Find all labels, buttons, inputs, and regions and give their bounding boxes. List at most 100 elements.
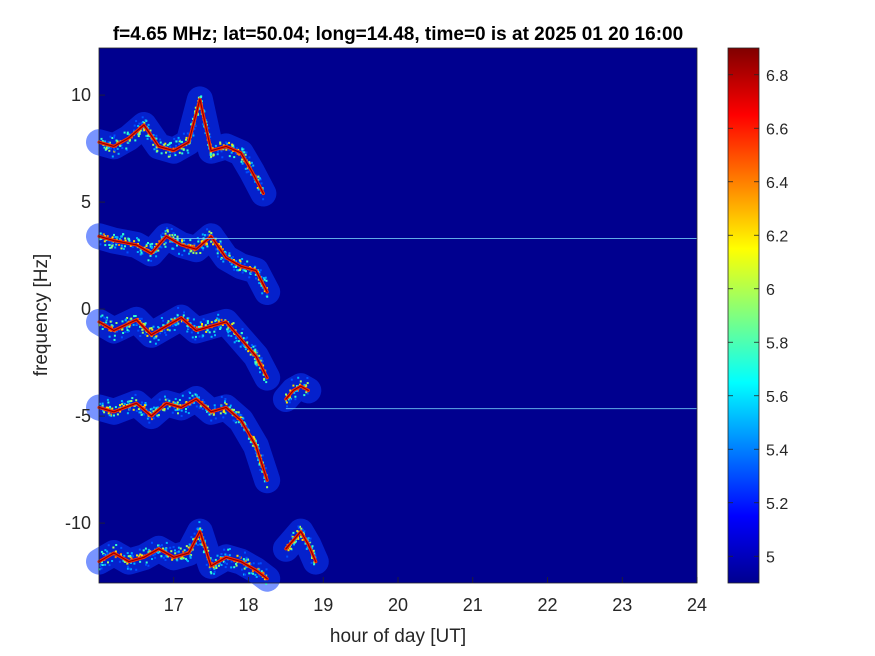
trace-speckle [183,311,185,314]
trace-speckle [162,324,165,327]
colorbar-tick-label: 5 [766,549,775,566]
trace-speckle [214,144,217,147]
trace-speckle [235,564,238,567]
trace-speckle [184,410,187,413]
trace-speckle [299,380,302,383]
trace-speckle [196,396,199,399]
trace-speckle [139,411,142,414]
trace-speckle [289,389,292,392]
trace-speckle [189,556,192,559]
trace-speckle [187,412,190,415]
trace-speckle [249,272,251,275]
trace-speckle [155,335,158,338]
colorbar-tick-label: 6 [766,282,775,299]
colorbar-tick-label: 6.2 [766,228,788,245]
trace-speckle [209,136,212,138]
trace-speckle [245,559,247,562]
trace-speckle [186,149,189,152]
trace-speckle [309,541,312,544]
trace-speckle [263,480,266,483]
trace-speckle [145,561,148,564]
x-tick-label: 21 [463,595,483,615]
trace-speckle [240,332,243,335]
trace-speckle [149,411,152,414]
trace-speckle [129,244,132,247]
trace-speckle [126,404,128,406]
trace-speckle [250,347,252,349]
trace-speckle [197,240,200,243]
trace-speckle [138,317,141,320]
trace-speckle [121,147,124,149]
trace-speckle [216,317,219,320]
trace-speckle [244,423,247,426]
trace-speckle [194,125,197,128]
trace-speckle [286,555,289,558]
trace-speckle [157,249,160,252]
trace-peak [285,385,309,400]
plot-area [86,47,698,592]
trace-speckle [213,572,216,575]
trace-speckle [303,383,306,386]
trace-speckle [137,133,140,136]
trace-speckle [157,415,160,418]
trace-speckle [151,328,154,331]
trace-speckle [185,401,188,403]
trace-speckle [218,318,221,321]
trace-speckle [188,243,191,246]
trace-speckle [201,408,204,410]
trace-speckle [244,337,247,340]
trace-speckle [181,555,184,558]
trace-speckle [240,414,243,416]
trace-speckle [264,276,267,279]
trace-speckle [114,550,117,553]
trace-speckle [110,414,113,417]
trace-speckle [198,238,200,241]
trace-speckle [263,379,266,381]
trace-speckle [158,550,161,553]
trace-speckle [201,334,204,337]
trace-speckle [143,246,146,249]
trace-speckle [165,151,167,154]
trace-speckle [237,411,240,414]
trace-speckle [112,546,115,549]
trace-speckle [237,421,240,424]
trace-speckle [98,402,101,405]
trace-speckle [235,339,238,342]
trace-speckle [152,325,155,328]
trace-speckle [180,320,183,323]
trace-speckle [264,573,267,576]
trace-speckle [214,564,217,567]
trace-speckle [113,136,115,139]
trace-speckle [210,419,213,422]
trace-speckle [110,242,113,245]
trace-speckle [102,409,104,412]
trace-speckle [111,236,114,239]
trace-speckle [297,525,300,528]
trace-speckle [243,263,246,266]
trace-speckle [205,330,208,333]
trace-speckle [222,260,225,263]
trace-speckle [243,151,246,154]
trace-speckle [193,244,196,247]
trace-speckle [147,242,149,244]
trace-speckle [253,438,256,441]
trace-speckle [232,322,235,325]
trace-speckle [165,333,168,336]
trace-speckle [311,545,314,548]
trace-speckle [116,330,118,333]
trace-speckle [229,404,232,407]
trace-speckle [138,132,141,135]
trace-speckle [234,420,237,423]
trace-speckle [173,317,176,320]
trace-speckle [178,140,181,143]
trace-speckle [217,321,220,324]
trace-speckle [147,133,150,136]
trace-speckle [128,567,131,570]
trace-speckle [125,149,128,151]
trace-speckle [133,562,136,565]
trace-speckle [220,564,223,566]
trace-speckle [220,258,223,260]
trace-speckle [210,240,213,243]
trace-speckle [198,521,201,524]
